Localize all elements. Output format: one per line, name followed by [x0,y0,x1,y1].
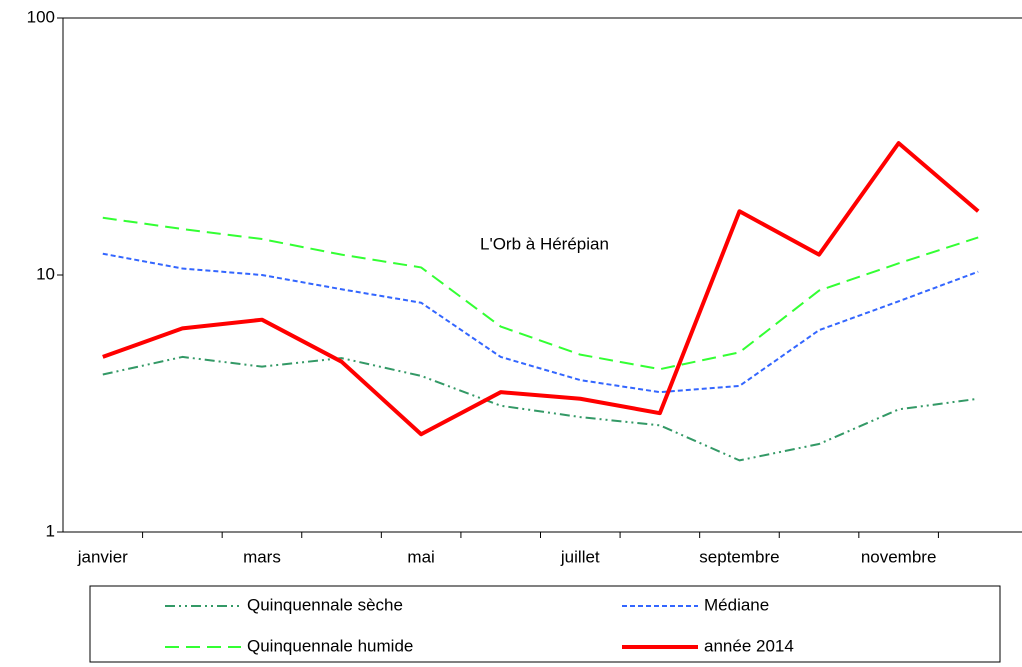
legend-label: Quinquennale humide [247,636,413,655]
x-tick-label: septembre [699,547,779,566]
y-tick-label: 10 [36,264,55,283]
x-tick-label: mai [407,547,434,566]
y-tick-label: 1 [46,521,55,540]
series-line [102,252,979,394]
series-line [102,355,979,462]
legend-label: Quinquennale sèche [247,595,403,614]
legend-label: Médiane [704,595,769,614]
series-line [102,141,980,437]
x-tick-label: mars [243,547,281,566]
annotation: L'Orb à Hérépian [480,234,609,253]
series-line [102,216,979,371]
x-tick-label: juillet [560,547,600,566]
x-tick-label: novembre [861,547,937,566]
legend-box [89,585,1001,663]
x-tick-label: janvier [77,547,128,566]
y-tick-label: 100 [27,7,55,26]
legend-label: année 2014 [704,636,794,655]
